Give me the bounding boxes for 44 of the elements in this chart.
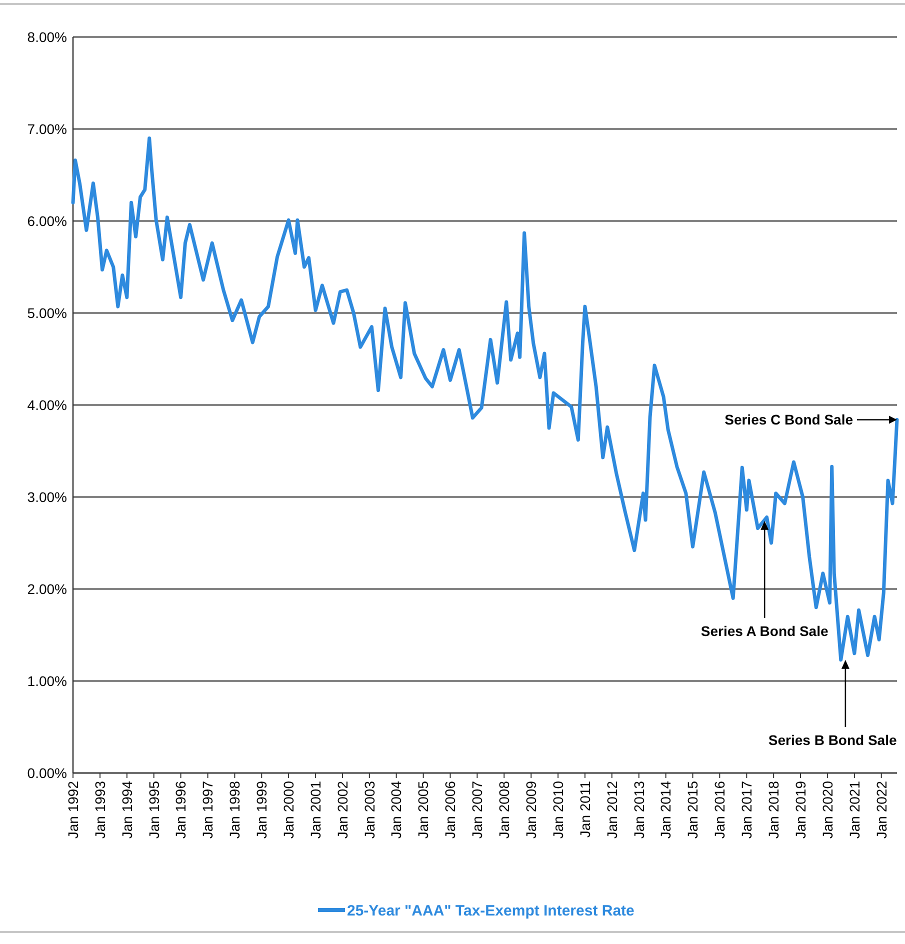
x-tick-label: Jan 2005 <box>415 780 432 839</box>
x-tick-label: Jan 1997 <box>200 780 216 839</box>
y-tick-label: 4.00% <box>27 396 67 413</box>
x-tick-label: Jan 2002 <box>334 780 350 839</box>
x-tick-label: Jan 2018 <box>765 780 782 839</box>
x-tick-label: Jan 1996 <box>172 780 189 839</box>
x-tick-label: Jan 2004 <box>388 780 404 839</box>
x-tick-label: Jan 2011 <box>576 780 593 838</box>
x-tick-label: Jan 2021 <box>846 780 862 839</box>
x-tick-label: Jan 2014 <box>658 780 674 839</box>
x-tick-label: Jan 2017 <box>738 780 755 839</box>
annotation: Series C Bond Sale <box>724 412 854 428</box>
annotation: Series A Bond Sale <box>700 622 828 639</box>
y-tick-label: 8.00% <box>27 28 67 45</box>
x-tick-label: Jan 2003 <box>361 780 378 839</box>
x-tick-label: Jan 1998 <box>226 780 243 839</box>
x-tick-label: Jan 2012 <box>604 780 620 839</box>
x-tick-label: Jan 1999 <box>254 780 270 839</box>
x-tick-label: Jan 2013 <box>630 780 647 839</box>
x-tick-label: Jan 2006 <box>442 780 458 839</box>
x-tick-label: Jan 1995 <box>146 780 162 839</box>
y-tick-label: 6.00% <box>27 212 67 229</box>
x-tick-label: Jan 2000 <box>280 780 296 839</box>
x-tick-label: Jan 1994 <box>118 780 135 839</box>
x-tick-label: Jan 2015 <box>684 780 701 839</box>
x-tick-label: Jan 2019 <box>792 780 808 839</box>
x-tick-label: Jan 2020 <box>819 780 836 839</box>
y-tick-label: 0.00% <box>27 764 67 781</box>
x-tick-label: Jan 2001 <box>307 780 324 839</box>
x-tick-label: Jan 2016 <box>712 780 728 839</box>
x-tick-label: Jan 1992 <box>64 780 81 839</box>
y-tick-label: 3.00% <box>27 488 67 505</box>
y-tick-label: 1.00% <box>27 672 67 689</box>
y-tick-label: 7.00% <box>27 120 67 137</box>
y-tick-label: 5.00% <box>27 304 67 321</box>
x-tick-label: Jan 2010 <box>550 780 566 839</box>
x-tick-label: Jan 1993 <box>92 780 108 839</box>
x-tick-label: Jan 2007 <box>469 780 486 839</box>
legend-label: 25-Year "AAA" Tax-Exempt Interest Rate <box>347 902 634 920</box>
y-tick-label: 2.00% <box>27 580 67 597</box>
x-tick-label: Jan 2022 <box>873 780 890 839</box>
x-tick-label: Jan 2008 <box>496 780 512 839</box>
x-tick-label: Jan 2009 <box>523 780 540 839</box>
annotation: Series B Bond Sale <box>768 732 897 748</box>
